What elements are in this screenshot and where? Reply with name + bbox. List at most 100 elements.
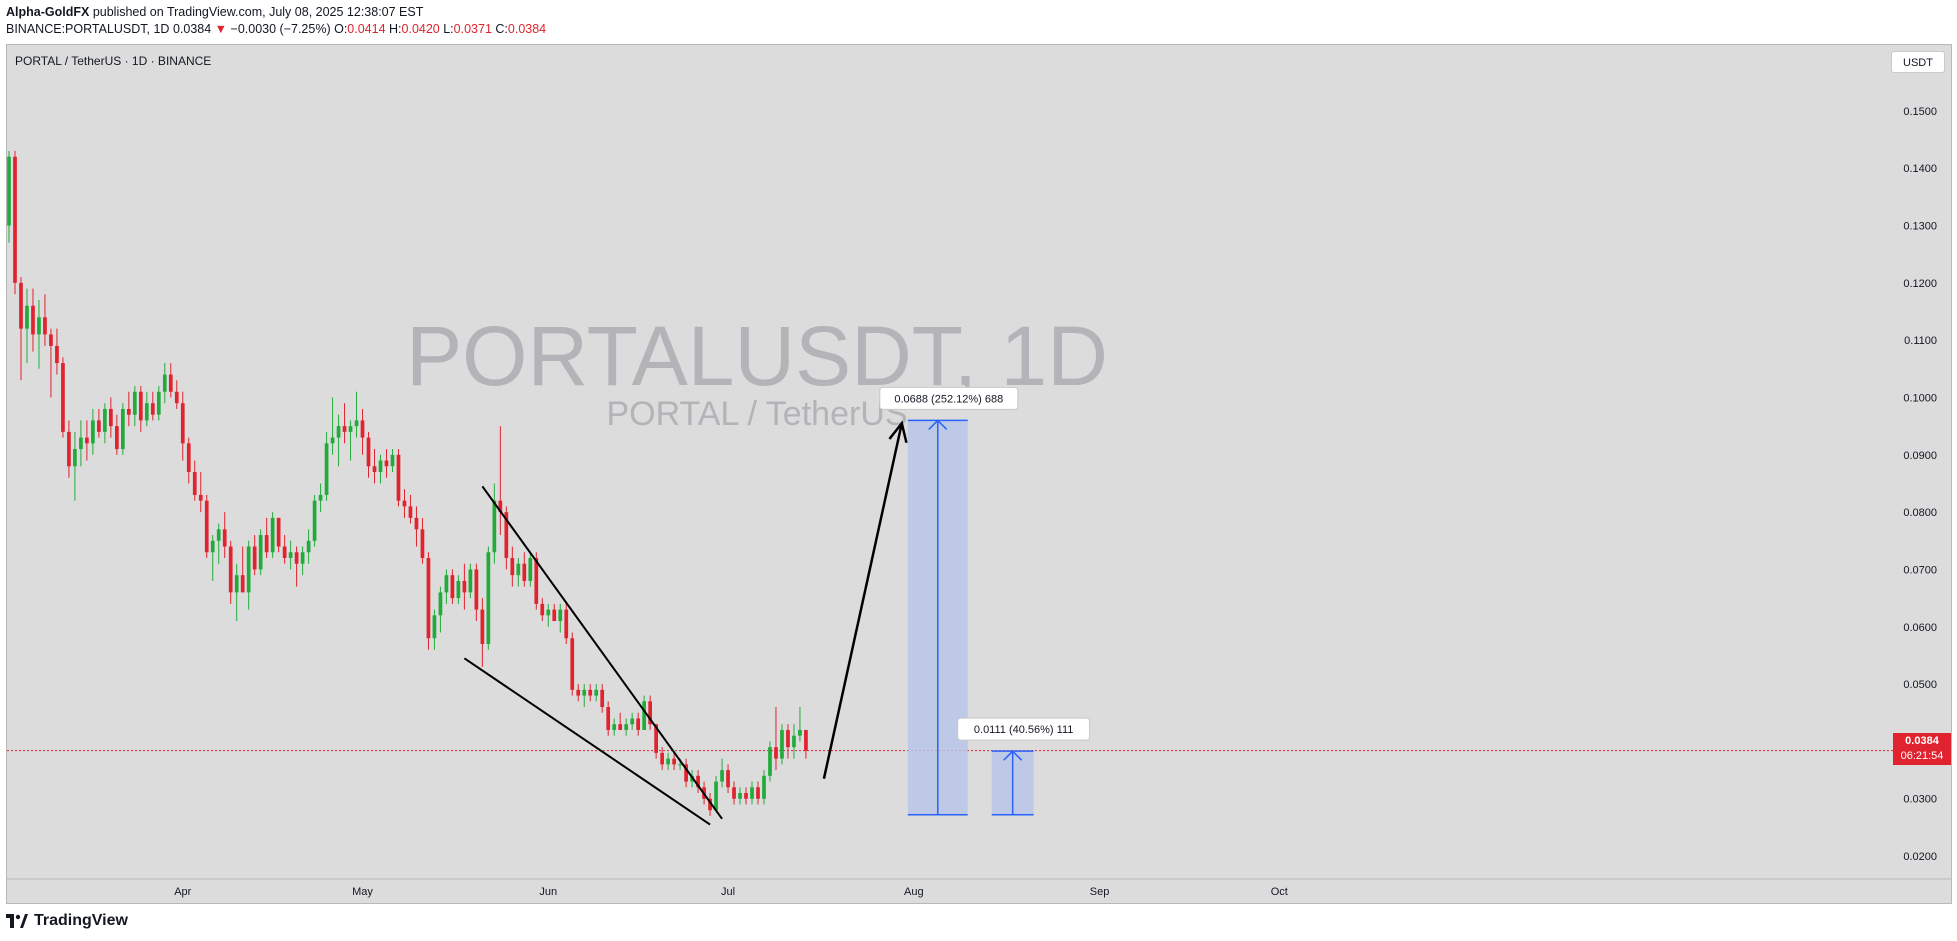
candle (192, 460, 197, 501)
currency-unit-button[interactable]: USDT (1891, 51, 1945, 73)
candle (642, 695, 647, 730)
ohlc-line: BINANCE:PORTALUSDT, 1D 0.0384 ▼ −0.0030 … (6, 21, 546, 37)
candle (79, 420, 83, 467)
candle (126, 391, 131, 427)
pair-title: PORTAL / TetherUS · 1D · BINANCE (15, 54, 212, 68)
candle (366, 431, 371, 478)
candle (384, 449, 389, 478)
candle-body (468, 569, 473, 593)
price-tick-label: 0.0700 (1903, 564, 1937, 576)
candle-body (672, 758, 676, 765)
high-value: 0.0420 (401, 22, 440, 36)
candle-body (666, 758, 670, 765)
tradingview-logo[interactable]: TradingView (6, 912, 128, 930)
candle-body (606, 707, 611, 730)
candle (138, 386, 143, 432)
candle-body (342, 426, 347, 432)
candle (288, 540, 293, 570)
candle-body (240, 575, 245, 593)
candle-body (103, 408, 107, 432)
candle (312, 494, 317, 547)
price-range-projection: 0.0688 (252.12%) 688 (879, 386, 1019, 816)
time-tick-label: Apr (174, 886, 191, 898)
candle (558, 603, 563, 633)
candle (804, 729, 808, 759)
candle-body (792, 735, 796, 748)
candle-body (144, 403, 149, 421)
candle (168, 363, 173, 398)
candle (648, 695, 653, 730)
candle-body (732, 787, 736, 799)
candle-body (372, 466, 377, 472)
candle-body (798, 729, 802, 736)
candle (246, 540, 251, 610)
candle-body (642, 701, 647, 730)
candle (150, 391, 155, 421)
candle-body (216, 529, 221, 541)
publish-info: Alpha-GoldFX published on TradingView.co… (6, 4, 423, 20)
candle-body (43, 317, 47, 335)
chart-panel[interactable]: PORTALUSDT, 1D PORTAL / TetherUS 0.0200 0.0… (6, 44, 1952, 904)
candle-body (138, 391, 143, 421)
candle (540, 598, 545, 622)
change-down-arrow-icon: ▼ (214, 22, 228, 36)
price-tick-label: 0.0800 (1903, 507, 1937, 519)
candle (450, 569, 455, 604)
candle-body (7, 156, 11, 226)
candle (216, 523, 221, 564)
candle (432, 609, 437, 650)
candle (222, 512, 227, 558)
price-tick-label: 0.0300 (1903, 794, 1937, 806)
candle-body (546, 609, 551, 616)
candle (103, 403, 107, 444)
candle-body (114, 426, 119, 450)
candle-body (426, 557, 431, 639)
candle-body (156, 391, 161, 415)
high-label: H: (389, 22, 402, 36)
author-name[interactable]: Alpha-GoldFX (6, 5, 90, 19)
candle-body (180, 403, 185, 444)
candle-body (396, 454, 401, 501)
candle-body (438, 592, 443, 616)
candle (252, 535, 257, 576)
candle-body (150, 403, 155, 415)
candle (444, 569, 449, 604)
candle (720, 758, 724, 788)
wedge-line-lower (463, 657, 711, 826)
candle (774, 707, 778, 771)
candle-body (168, 374, 173, 392)
candle-body (630, 718, 635, 725)
projection-arrow-line (822, 423, 904, 779)
price-change: −0.0030 (−7.25%) (230, 22, 331, 36)
candle-body (504, 512, 509, 558)
candle (204, 494, 209, 558)
candle-body (780, 729, 784, 759)
candle-body (726, 770, 730, 788)
candle (132, 386, 137, 427)
candle (85, 420, 89, 461)
candle-body (720, 770, 724, 782)
candle (798, 707, 802, 742)
candle-body (648, 701, 653, 725)
candle (300, 546, 305, 576)
candle-body (222, 529, 227, 547)
annotations: 0.0688 (252.12%) 688 0.0111 (40.56%) 111 (463, 386, 1091, 826)
candle-body (294, 552, 299, 564)
candle (37, 300, 41, 369)
candle (354, 391, 359, 438)
candle (180, 391, 185, 461)
candle-body (456, 580, 461, 599)
candle (624, 718, 629, 736)
candle-body (73, 449, 77, 467)
candle-body (612, 724, 617, 730)
candle-body (540, 603, 545, 616)
time-axis: Apr May Jun Jul Aug Sep Oct (174, 886, 1288, 898)
candle (792, 724, 796, 759)
candle-body (618, 724, 623, 730)
candle-body (696, 775, 700, 788)
time-tick-label: May (352, 886, 373, 898)
candle (372, 449, 377, 484)
low-value: 0.0371 (453, 22, 492, 36)
candle (144, 391, 149, 427)
